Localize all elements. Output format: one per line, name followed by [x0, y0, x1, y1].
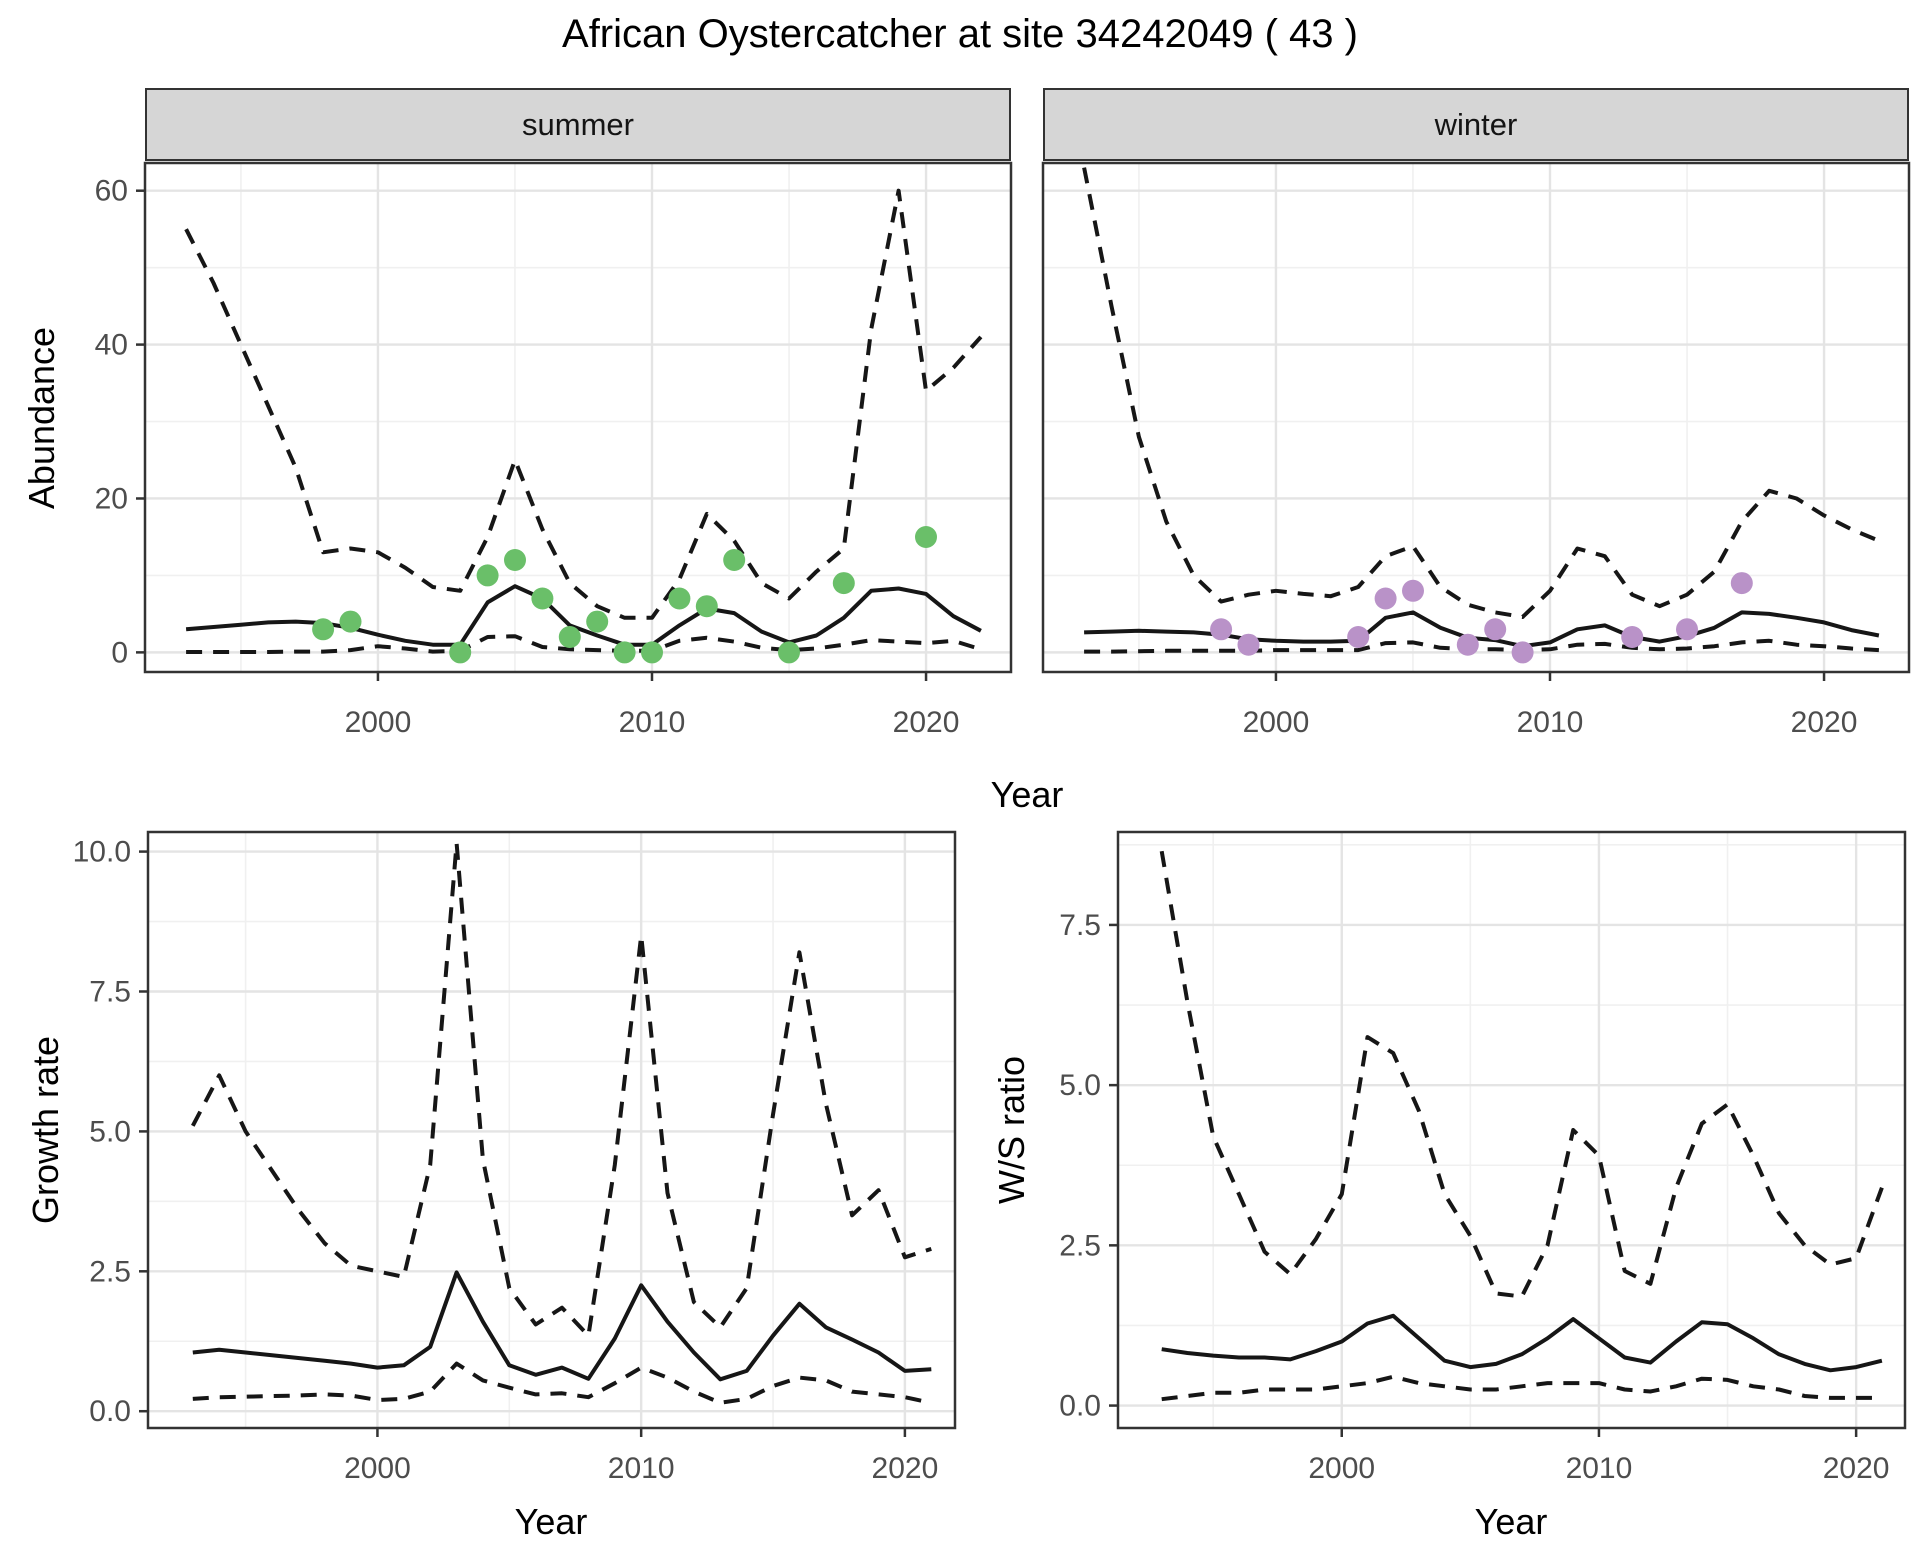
observed-point [586, 610, 609, 633]
observed-point [531, 587, 554, 610]
y-tick-label: 10.0 [73, 836, 131, 869]
observed-point [312, 618, 335, 641]
observed-point [668, 587, 691, 610]
panel-ws-ratio: 2000 2010 2020 0.0 2.5 5.0 7.5 [1059, 830, 1907, 1485]
x-tick-label: 2010 [619, 706, 686, 739]
facet-strip-winter: winter [1043, 88, 1909, 161]
series-upper95 [191, 841, 932, 1338]
panel-abundance-winter: 2000 2010 2020 [1041, 161, 1911, 739]
observed-point [339, 610, 362, 633]
observed-point [1210, 618, 1233, 641]
series-lower95 [1161, 1374, 1882, 1402]
x-tick-label: 2020 [1823, 1452, 1890, 1485]
observed-point [1511, 641, 1534, 664]
observed-point [1374, 587, 1397, 610]
y-tick-label: 7.5 [89, 975, 131, 1008]
x-tick-label: 2010 [1517, 706, 1584, 739]
observed-point [778, 641, 800, 664]
y-tick-label: 2.5 [1059, 1229, 1101, 1262]
observed-point [1621, 626, 1644, 648]
series-lower95 [1084, 638, 1880, 654]
observed-point [1402, 579, 1424, 602]
observed-point [504, 549, 526, 571]
y-tick-label: 40 [95, 329, 128, 362]
y-tick-label: 0.0 [89, 1395, 131, 1428]
y-axis-title-abundance: Abundance [21, 326, 62, 510]
y-axis-title-growth-rate: Growth rate [25, 1035, 66, 1225]
observed-point [613, 641, 636, 664]
series-upper95 [1159, 850, 1884, 1299]
x-tick-label: 2020 [1791, 706, 1858, 739]
series-lower95 [186, 634, 982, 654]
y-tick-label: 60 [95, 175, 128, 208]
x-tick-label: 2010 [1566, 1452, 1633, 1485]
observed-point [449, 641, 472, 664]
observed-point [695, 595, 718, 618]
series-upper95 [1082, 167, 1880, 619]
series-median [192, 1270, 932, 1382]
observed-point [476, 564, 499, 587]
observed-point [915, 526, 937, 548]
y-tick-label: 7.5 [1059, 909, 1101, 942]
observed-point [1456, 633, 1479, 656]
panel-abundance-summer: 2000 2010 2020 0 20 40 60 [95, 161, 1013, 739]
x-tick-label: 2000 [345, 706, 412, 739]
x-tick-label: 2000 [1308, 1452, 1375, 1485]
observed-point [558, 626, 581, 648]
x-axis-title-growth: Year [514, 1501, 588, 1542]
observed-point [1676, 618, 1698, 641]
observed-point [1484, 618, 1507, 641]
y-tick-label: 5.0 [1059, 1069, 1101, 1102]
observed-point [641, 641, 663, 664]
figure-title: African Oystercatcher at site 34242049 (… [562, 12, 1358, 56]
y-tick-label: 0 [111, 636, 128, 669]
series-upper95 [184, 188, 983, 620]
y-axis-title-ws-ratio: W/S ratio [991, 1055, 1032, 1205]
observed-point [1347, 626, 1370, 648]
observed-point [1237, 633, 1260, 656]
y-tick-label: 5.0 [89, 1115, 131, 1148]
x-tick-label: 2000 [344, 1452, 411, 1485]
x-axis-title-top: Year [990, 774, 1064, 815]
y-tick-label: 2.5 [89, 1255, 131, 1288]
y-tick-label: 0.0 [1059, 1390, 1101, 1423]
observed-point [832, 572, 855, 595]
facet-strip-summer: summer [145, 88, 1011, 161]
facet-strip-winter-label: winter [1434, 106, 1518, 142]
series-median [1161, 1313, 1883, 1373]
x-tick-label: 2000 [1243, 706, 1310, 739]
series-lower95 [192, 1361, 932, 1405]
x-axis-title-ws: Year [1474, 1501, 1548, 1542]
x-tick-label: 2020 [893, 706, 960, 739]
y-tick-label: 20 [95, 482, 128, 515]
facet-strip-summer-label: summer [522, 106, 634, 142]
x-tick-label: 2020 [872, 1452, 939, 1485]
observed-point [723, 549, 746, 571]
observed-point [1730, 572, 1753, 595]
panel-growth-rate: 2000 2010 2020 0.0 2.5 5.0 7.5 10.0 [73, 830, 957, 1485]
x-tick-label: 2010 [608, 1452, 675, 1485]
